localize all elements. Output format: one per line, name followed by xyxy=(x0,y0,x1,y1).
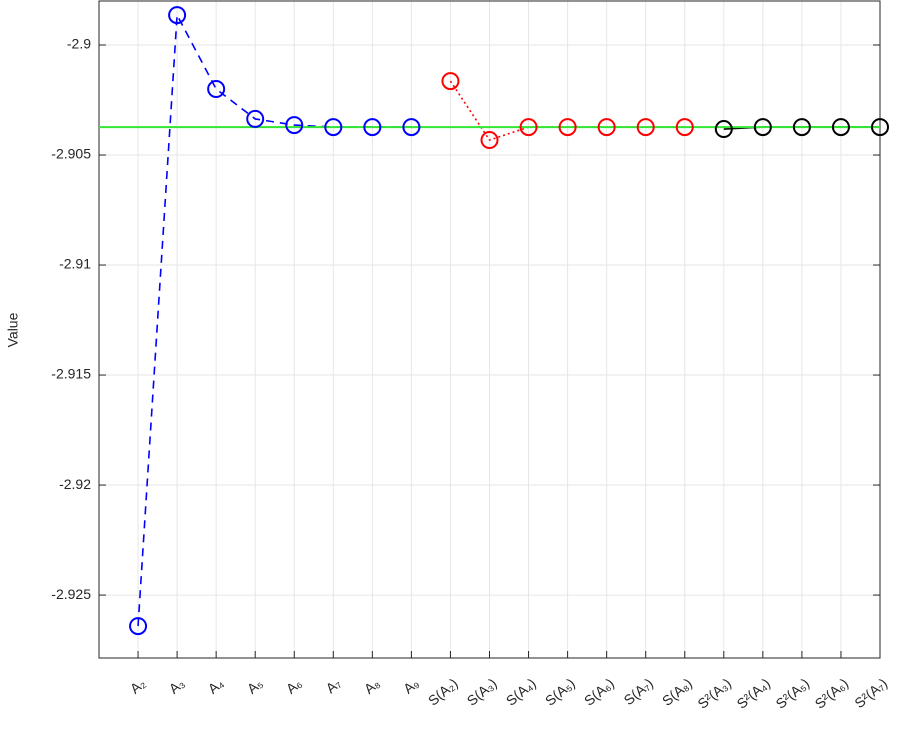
y-tick-label: -2.925 xyxy=(51,586,91,602)
x-tick-label: A₇ xyxy=(322,675,343,696)
marker xyxy=(168,6,187,25)
marker xyxy=(207,80,226,99)
marker xyxy=(597,118,616,137)
marker xyxy=(480,131,499,150)
x-tick-label: A₃ xyxy=(166,675,188,697)
x-tick-label: S(A₅) xyxy=(542,675,578,709)
x-tick-label: S²(A₄) xyxy=(733,675,773,712)
x-tick-label: S(A₆) xyxy=(581,675,617,709)
x-tick-label: A₈ xyxy=(361,675,383,697)
marker xyxy=(519,118,538,137)
x-tick-label: S²(A₅) xyxy=(773,675,813,712)
marker xyxy=(246,109,265,128)
y-tick-label: -2.9 xyxy=(67,36,91,52)
marker xyxy=(675,118,694,137)
x-tick-label: S²(A₃) xyxy=(694,675,734,712)
y-tick-label: -2.905 xyxy=(51,146,91,162)
x-tick-label: A₉ xyxy=(400,675,422,697)
y-tick-label: -2.91 xyxy=(59,256,91,272)
x-tick-label: S(A₈) xyxy=(659,675,695,709)
axes-box xyxy=(98,0,881,659)
x-tick-label: S(A₂) xyxy=(425,675,461,709)
marker xyxy=(363,118,382,137)
y-tick-label: -2.92 xyxy=(59,476,91,492)
marker xyxy=(792,118,811,137)
x-tick-label: S²(A₆) xyxy=(812,675,852,712)
y-axis-label: Value xyxy=(5,312,21,347)
y-tick-label: -2.915 xyxy=(51,366,91,382)
marker xyxy=(441,72,460,91)
marker xyxy=(871,118,889,137)
x-tick-label: A₅ xyxy=(244,675,266,697)
marker xyxy=(753,118,772,137)
x-tick-label: A₂ xyxy=(127,675,149,697)
x-tick-label: S(A₇) xyxy=(621,675,656,708)
marker xyxy=(324,118,343,137)
marker xyxy=(402,118,421,137)
x-tick-label: S(A₄) xyxy=(503,675,539,709)
x-tick-label: S²(A₇) xyxy=(851,675,890,711)
marker xyxy=(285,116,304,135)
x-tick-label: S(A₃) xyxy=(464,675,500,709)
marker xyxy=(558,118,577,137)
x-tick-label: A₆ xyxy=(283,675,305,697)
marker xyxy=(129,617,148,636)
x-tick-label: A₄ xyxy=(205,675,227,697)
marker xyxy=(636,118,655,137)
marker xyxy=(831,118,850,137)
marker xyxy=(714,120,733,139)
